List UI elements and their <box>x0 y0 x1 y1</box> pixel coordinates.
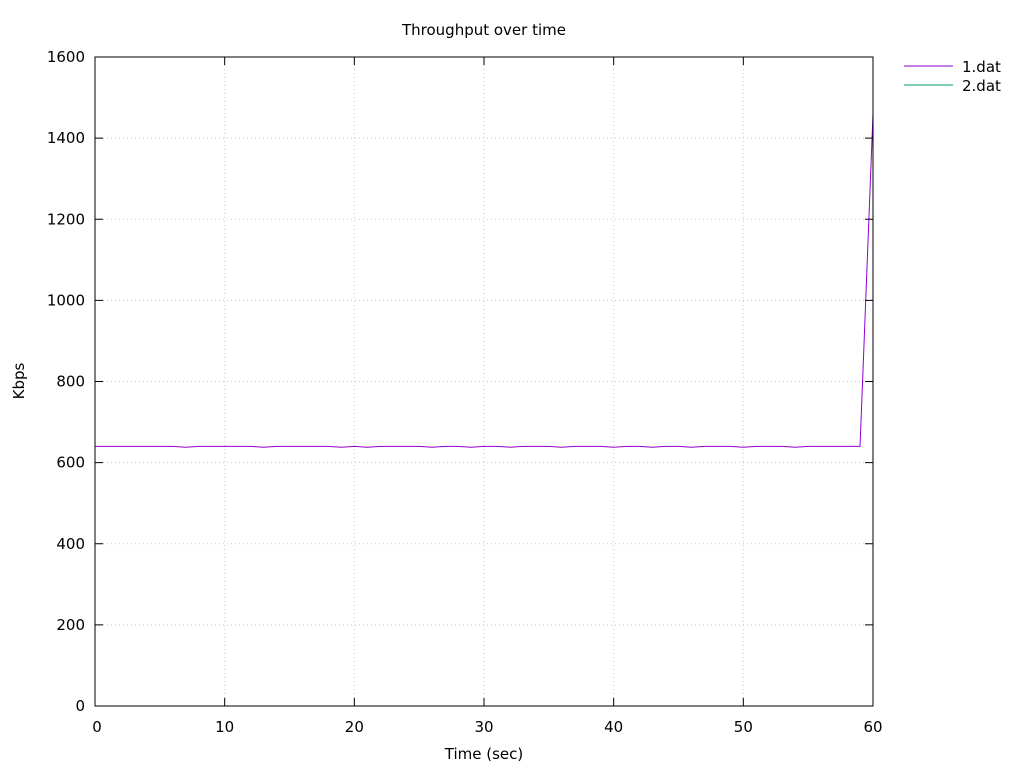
y-tick-label: 800 <box>56 373 85 391</box>
x-tick-label: 40 <box>604 718 623 736</box>
legend-label-2: 2.dat <box>962 77 1001 95</box>
x-tick-label: 20 <box>345 718 364 736</box>
grid <box>95 57 873 706</box>
y-tick-label: 1000 <box>47 291 85 309</box>
y-tick-label: 400 <box>56 535 85 553</box>
series-lines <box>95 113 874 448</box>
series-line-1 <box>95 113 874 448</box>
y-tick-label: 1400 <box>47 129 85 147</box>
x-axis-title: Time (sec) <box>444 745 523 763</box>
y-tick-label: 200 <box>56 616 85 634</box>
x-tick-label: 10 <box>215 718 234 736</box>
y-axis-title: Kbps <box>10 362 28 399</box>
x-tick-label: 50 <box>734 718 753 736</box>
x-tick-label: 60 <box>863 718 882 736</box>
y-tick-label: 1200 <box>47 210 85 228</box>
axis-ticks: 0 10 20 30 40 50 60020040060080010001200140016… <box>47 48 883 736</box>
y-tick-label: 600 <box>56 454 85 472</box>
y-tick-label: 0 <box>75 697 85 715</box>
chart-title: Throughput over time <box>401 21 566 39</box>
x-tick-label: 0 <box>92 718 102 736</box>
x-tick-label: 30 <box>474 718 493 736</box>
legend-label-1: 1.dat <box>962 58 1001 76</box>
y-tick-label: 1600 <box>47 48 85 66</box>
